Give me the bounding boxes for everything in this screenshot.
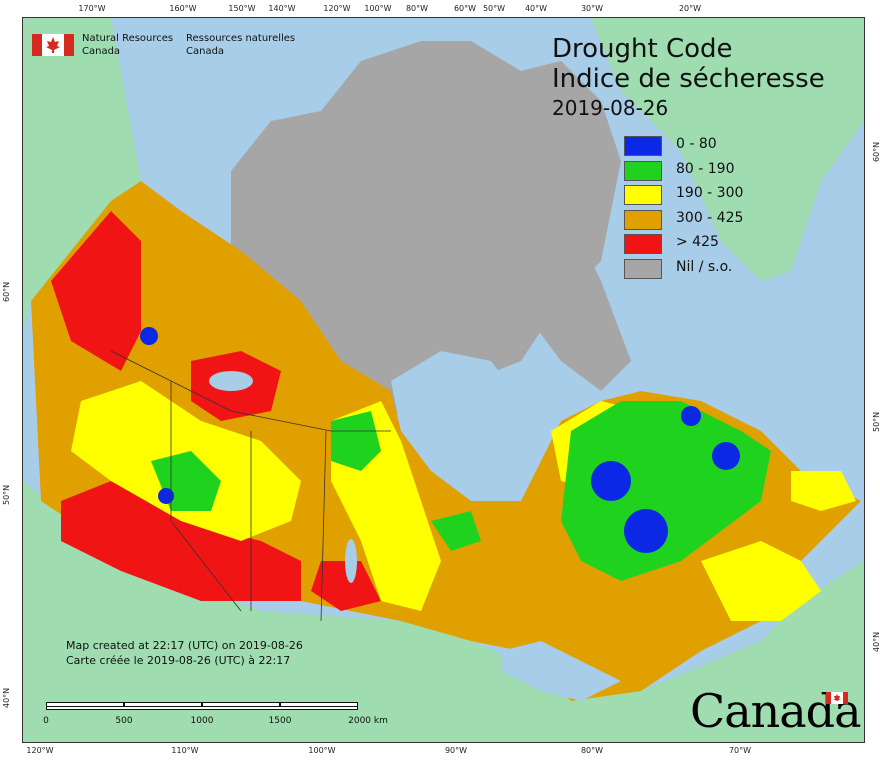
lake-winnipeg <box>345 539 357 583</box>
legend-swatch <box>624 136 662 156</box>
province-border-bc-ab <box>170 381 242 612</box>
tick-left-60n: 60°N <box>2 281 11 302</box>
tick-top-120w: 120°W <box>323 4 351 13</box>
great-lakes <box>501 641 621 701</box>
green-zone-ontario <box>431 511 481 551</box>
red-zone-south-bc <box>61 481 301 601</box>
blue-zone-north-qc <box>681 406 701 426</box>
province-border-sk-mb <box>320 430 327 622</box>
scale-label-2000: 2000 km <box>348 716 388 726</box>
tick-bottom-120w: 120°W <box>26 746 54 755</box>
title-fr: Indice de sécheresse <box>552 64 825 94</box>
legend-label: > 425 <box>676 234 719 250</box>
scale-label-0: 0 <box>43 716 49 726</box>
credit-en: Map created at 22:17 (UTC) on 2019-08-26 <box>66 639 303 652</box>
tick-left-50n: 50°N <box>2 484 11 505</box>
great-slave-lake <box>209 371 253 391</box>
map-credit: Map created at 22:17 (UTC) on 2019-08-26… <box>66 638 303 668</box>
tick-top-170w: 170°W <box>78 4 106 13</box>
tick-left-40n: 40°N <box>2 687 11 708</box>
wordmark-flag-icon <box>826 692 848 704</box>
scale-bar: 0 500 1000 1500 2000 km <box>43 702 406 732</box>
yellow-zone-east-tip <box>791 471 856 511</box>
legend-swatch <box>624 258 662 279</box>
province-borders <box>110 350 391 432</box>
map-title: Drought Code Indice de sécheresse 2019-0… <box>552 34 825 122</box>
legend-swatch <box>624 185 662 205</box>
tick-top-140w: 140°W <box>268 4 296 13</box>
legend-label: Nil / s.o. <box>676 258 733 275</box>
tick-bottom-100w: 100°W <box>308 746 336 755</box>
tick-bottom-110w: 110°W <box>171 746 199 755</box>
tick-bottom-90w: 90°W <box>444 746 468 755</box>
hudson-bay-water <box>391 351 541 501</box>
blue-zone-yukon <box>140 327 158 345</box>
greenland-land <box>591 18 864 281</box>
green-zone-manitoba <box>331 411 381 471</box>
tick-top-60w: 60°W <box>453 4 477 13</box>
blue-zone-alberta <box>158 488 174 504</box>
legend-label: 0 - 80 <box>676 136 717 152</box>
org-fr-line1: Ressources naturelles <box>186 33 296 44</box>
tick-top-40w: 40°W <box>524 4 548 13</box>
usa-land <box>23 481 864 742</box>
map-svg <box>23 18 864 742</box>
blue-zone-quebec-2 <box>624 509 668 553</box>
scale-label-1500: 1500 <box>268 716 292 726</box>
legend-label: 190 - 300 <box>676 185 744 201</box>
legend-label: 300 - 425 <box>676 209 744 226</box>
scale-baseline <box>46 706 358 710</box>
legend-swatch <box>624 160 662 181</box>
legend-swatch <box>624 209 662 230</box>
red-zone-yukon <box>51 211 141 371</box>
tick-top-50w: 50°W <box>482 4 506 13</box>
tick-top-160w: 160°W <box>169 4 197 13</box>
canada-flag-icon <box>32 34 74 56</box>
tick-right-60n: 60°N <box>872 141 880 162</box>
credit-fr: Carte créée le 2019-08-26 (UTC) à 22:17 <box>66 654 291 667</box>
alaska-land <box>23 18 141 331</box>
tick-top-100w: 100°W <box>364 4 392 13</box>
org-en-line2: Canada <box>82 46 121 57</box>
tick-top-30w: 30°W <box>580 4 604 13</box>
title-en: Drought Code <box>552 34 733 64</box>
map-canvas <box>22 17 865 743</box>
org-name-fr: Ressources naturelles Canada <box>186 32 326 58</box>
org-name-en: Natural Resources Canada <box>82 32 202 58</box>
tick-top-20w: 20°W <box>678 4 702 13</box>
scale-label-1000: 1000 <box>190 716 214 726</box>
baffin-nil <box>521 221 631 391</box>
blue-zone-quebec-1 <box>591 461 631 501</box>
tick-bottom-70w: 70°W <box>728 746 752 755</box>
title-date: 2019-08-26 <box>552 96 669 120</box>
tick-top-80w: 80°W <box>405 4 429 13</box>
tick-bottom-80w: 80°W <box>580 746 604 755</box>
red-zone-ontario <box>311 561 381 611</box>
blue-zone-labrador <box>712 442 740 470</box>
tick-right-40n: 40°N <box>872 631 880 652</box>
legend-swatch <box>624 234 662 254</box>
tick-right-50n: 50°N <box>872 411 880 432</box>
tick-top-150w: 150°W <box>228 4 256 13</box>
scale-label-500: 500 <box>115 716 133 726</box>
arctic-islands-nil <box>231 41 621 421</box>
org-en-line1: Natural Resources <box>82 33 174 44</box>
yellow-zone-atlantic <box>701 541 821 621</box>
legend-label: 80 - 190 <box>676 160 735 177</box>
org-fr-line2: Canada <box>186 46 225 57</box>
